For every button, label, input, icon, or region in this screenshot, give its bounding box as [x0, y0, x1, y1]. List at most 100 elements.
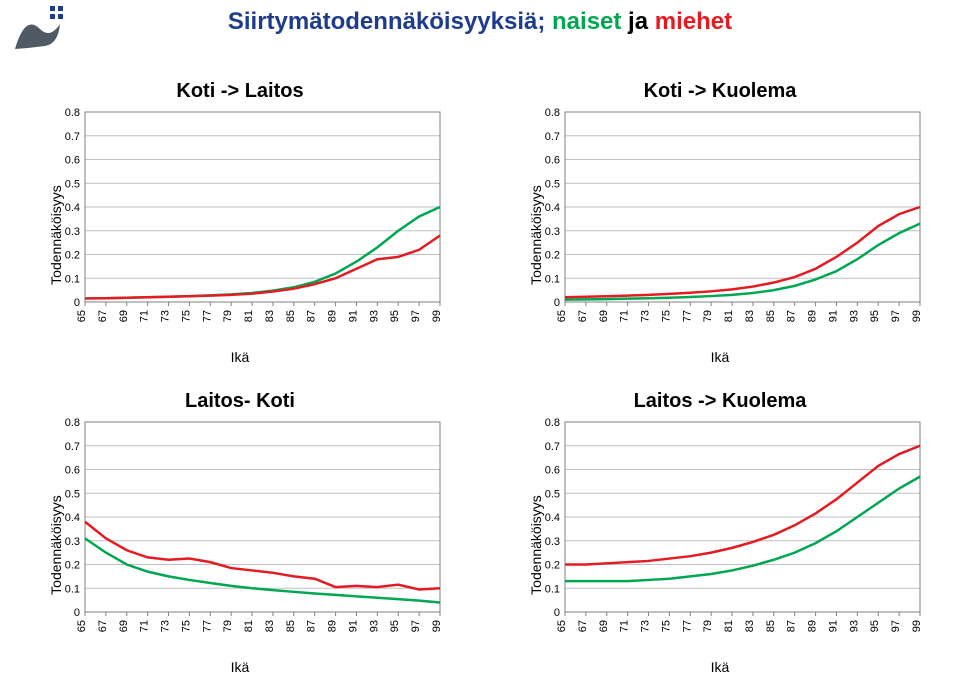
y-tick-label: 0.1: [65, 273, 80, 285]
y-tick-label: 0.4: [545, 512, 560, 524]
y-tick-label: 0: [74, 607, 80, 619]
x-tick-label: 95: [869, 310, 881, 322]
x-tick-label: 75: [660, 620, 672, 632]
x-tick-label: 67: [97, 310, 109, 322]
chart-svg: 00.10.20.30.40.50.60.70.8656769717375777…: [30, 417, 450, 657]
x-tick-label: 85: [765, 620, 777, 632]
y-tick-label: 0.4: [545, 202, 560, 214]
y-tick-label: 0.3: [545, 226, 560, 238]
x-tick-label: 81: [723, 310, 735, 322]
x-axis-label: Ikä: [0, 349, 480, 365]
charts-grid: Koti -> Laitos Todennäköisyys 0 0.1 0.2 0.3 0.…: [0, 70, 960, 680]
y-tick-label: 0.8: [65, 107, 80, 119]
x-tick-label: 87: [306, 620, 318, 632]
x-tick-label: 81: [243, 620, 255, 632]
x-tick-label: 83: [264, 620, 276, 632]
y-axis-label: Todennäköisyys: [528, 185, 544, 285]
x-axis-label: Ikä: [0, 659, 480, 675]
x-tick-label: 77: [681, 620, 693, 632]
x-tick-label: 75: [180, 310, 192, 322]
x-tick-label: 67: [97, 620, 109, 632]
title-part2: naiset: [552, 8, 621, 35]
chart-title: Koti -> Kuolema: [480, 80, 960, 103]
x-tick-label: 83: [264, 310, 276, 322]
x-tick-label: 83: [744, 620, 756, 632]
y-tick-label: 0.2: [545, 560, 560, 572]
chart-svg: 00.10.20.30.40.50.60.70.8656769717375777…: [510, 417, 930, 657]
y-tick-label: 0.4: [65, 512, 80, 524]
y-tick-label: 0.5: [545, 178, 560, 190]
y-tick-label: 0.7: [65, 131, 80, 143]
x-tick-label: 65: [76, 620, 88, 632]
x-tick-label: 93: [368, 620, 380, 632]
x-tick-label: 81: [243, 310, 255, 322]
chart-svg: 00.10.20.30.40.50.60.70.8656769717375777…: [510, 107, 930, 347]
y-tick-label: 0.7: [545, 131, 560, 143]
y-tick-label: 0.5: [545, 488, 560, 500]
y-tick-label: 0.1: [65, 583, 80, 595]
y-tick-label: 0.8: [65, 417, 80, 429]
x-tick-label: 91: [347, 620, 359, 632]
x-tick-label: 71: [139, 310, 151, 322]
y-axis-label: Todennäköisyys: [528, 495, 544, 595]
y-tick-label: 0.8: [545, 417, 560, 429]
x-tick-label: 85: [285, 620, 297, 632]
x-tick-label: 97: [410, 310, 422, 322]
y-tick-label: 0: [74, 297, 80, 309]
x-tick-label: 85: [765, 310, 777, 322]
x-tick-label: 65: [76, 310, 88, 322]
x-tick-label: 91: [347, 310, 359, 322]
x-tick-label: 93: [848, 310, 860, 322]
x-tick-label: 73: [160, 310, 172, 322]
y-tick-label: 0.7: [545, 441, 560, 453]
x-tick-label: 79: [702, 310, 714, 322]
y-tick-label: 0.5: [65, 178, 80, 190]
x-tick-label: 91: [827, 310, 839, 322]
title-part3: miehet: [655, 8, 732, 35]
y-tick-label: 0.2: [545, 250, 560, 262]
x-tick-label: 71: [619, 620, 631, 632]
series-miehet: [85, 236, 440, 299]
series-miehet: [565, 446, 920, 565]
y-tick-label: 0.3: [65, 226, 80, 238]
x-tick-label: 97: [410, 620, 422, 632]
x-tick-label: 93: [368, 310, 380, 322]
x-tick-label: 83: [744, 310, 756, 322]
x-tick-label: 87: [786, 620, 798, 632]
x-tick-label: 71: [139, 620, 151, 632]
chart-laitos-kuolema: Laitos -> KuolemaTodennäköisyys00.10.20.…: [480, 380, 960, 680]
x-tick-label: 89: [807, 310, 819, 322]
x-tick-label: 71: [619, 310, 631, 322]
y-tick-label: 0.6: [545, 155, 560, 167]
y-tick-label: 0.6: [65, 155, 80, 167]
chart-svg: 00.10.20.30.40.50.60.70.8656769717375777…: [30, 107, 450, 347]
y-tick-label: 0.1: [545, 273, 560, 285]
y-tick-label: 0.1: [545, 583, 560, 595]
x-tick-label: 69: [598, 620, 610, 632]
x-tick-label: 77: [201, 310, 213, 322]
y-tick-label: 0.6: [65, 465, 80, 477]
y-tick-label: 0.3: [545, 536, 560, 548]
x-tick-label: 73: [160, 620, 172, 632]
x-tick-label: 69: [598, 310, 610, 322]
chart-title: Koti -> Laitos: [0, 80, 480, 103]
y-tick-label: 0.8: [545, 107, 560, 119]
x-tick-label: 99: [431, 620, 443, 632]
x-tick-label: 73: [640, 310, 652, 322]
x-tick-label: 93: [848, 620, 860, 632]
chart-title: Laitos -> Kuolema: [480, 390, 960, 413]
series-naiset: [565, 477, 920, 582]
y-tick-label: 0.2: [65, 250, 80, 262]
y-tick-label: 0.4: [65, 202, 80, 214]
x-tick-label: 69: [118, 620, 130, 632]
x-tick-label: 67: [577, 620, 589, 632]
y-tick-label: 0.3: [65, 536, 80, 548]
x-axis-label: Ikä: [480, 659, 960, 675]
x-tick-label: 91: [827, 620, 839, 632]
x-tick-label: 81: [723, 620, 735, 632]
y-axis-label: Todennäköisyys: [48, 185, 64, 285]
y-tick-label: 0: [554, 297, 560, 309]
chart-laitos-koti: Laitos- KotiTodennäköisyys00.10.20.30.40…: [0, 380, 480, 680]
x-tick-label: 97: [890, 620, 902, 632]
x-tick-label: 65: [556, 310, 568, 322]
